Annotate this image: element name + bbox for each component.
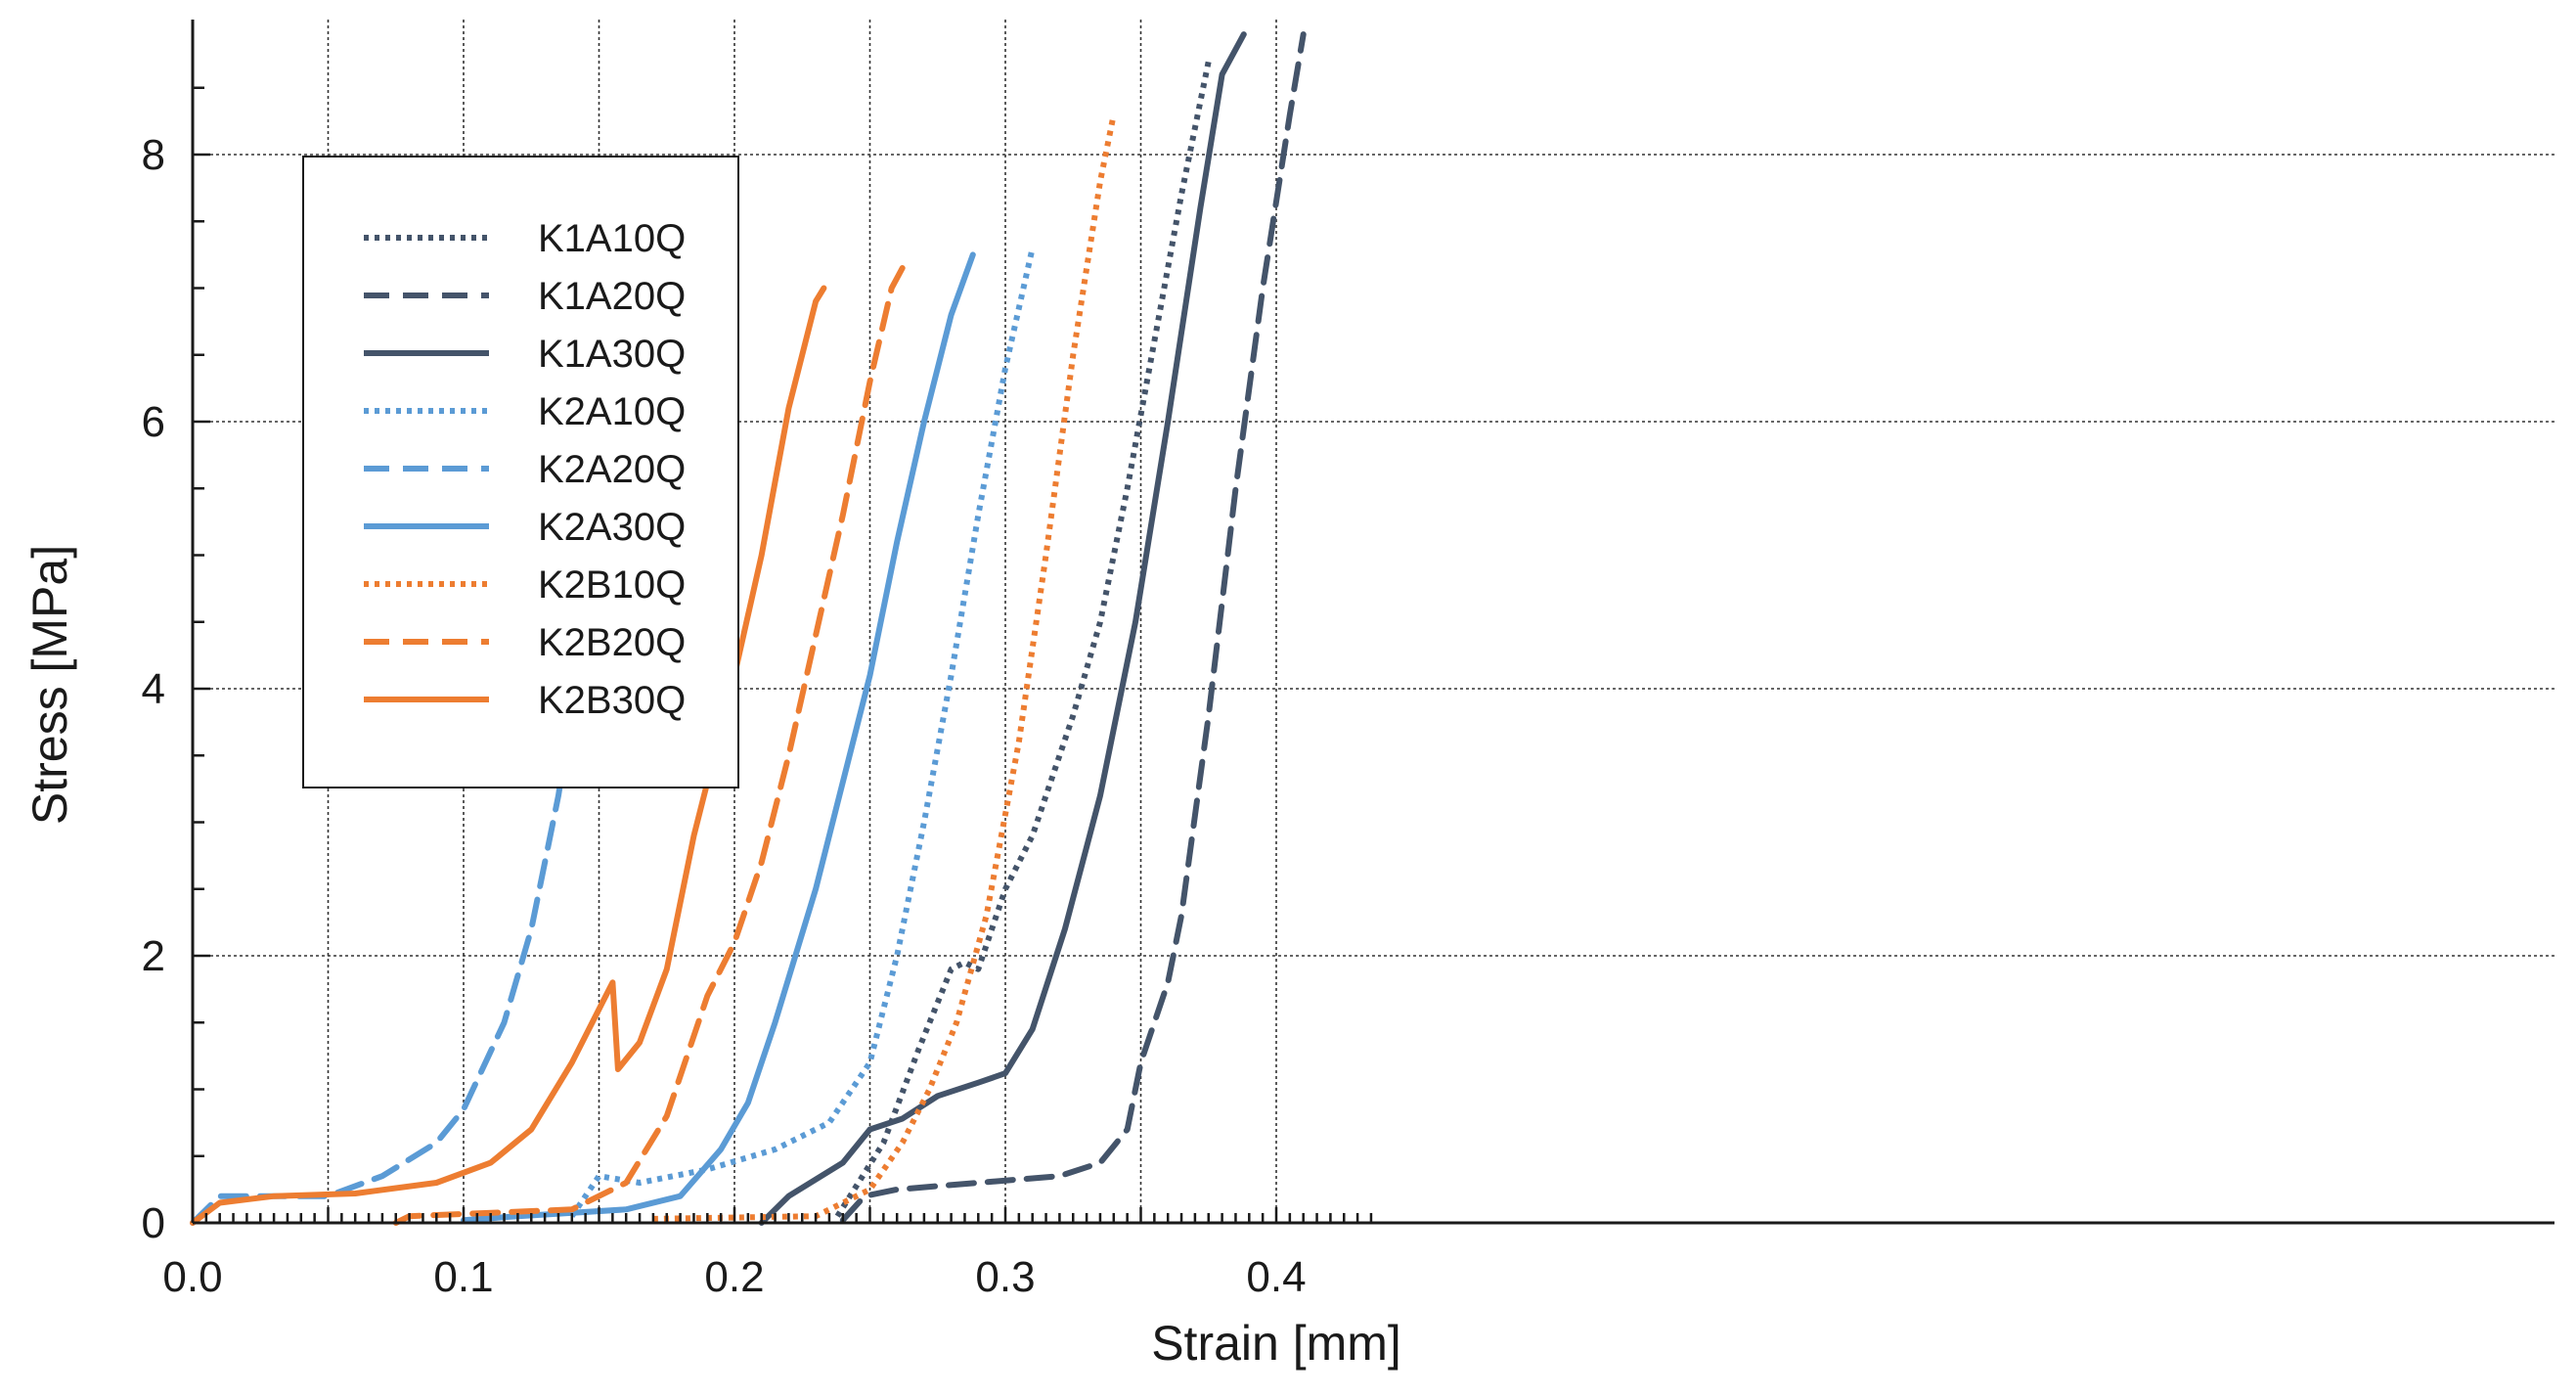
y-tick-label: 2 bbox=[142, 932, 165, 980]
legend: K1A10Q K1A20Q K1A30Q K2A10Q K2A20Q K2A30Q K2B1… bbox=[302, 156, 739, 788]
legend-label-k1a20q: K1A20Q bbox=[538, 275, 686, 318]
series-lines bbox=[190, 31, 1307, 1226]
series-line-k2b10q bbox=[652, 113, 1117, 1222]
legend-label-k2b20q: K2B20Q bbox=[538, 621, 686, 664]
series-line-k2b20q bbox=[392, 265, 906, 1226]
series-line-k1a30q bbox=[758, 31, 1247, 1226]
legend-label-k2a30q: K2A30Q bbox=[538, 506, 686, 549]
y-tick-label: 4 bbox=[142, 665, 165, 713]
x-tick-label: 0.0 bbox=[162, 1253, 222, 1301]
y-tick-label: 0 bbox=[142, 1199, 165, 1247]
series-line-k2a10q bbox=[569, 247, 1036, 1218]
y-tick-label: 6 bbox=[142, 398, 165, 446]
series-line-k2a30q bbox=[461, 251, 976, 1224]
legend-label-k1a30q: K1A30Q bbox=[538, 333, 686, 376]
legend-label-k2b10q: K2B10Q bbox=[538, 563, 686, 607]
axes: 0 2 4 6 8 0.0 0.1 0.2 0.3 0.4 bbox=[142, 20, 2554, 1301]
legend-label-k2a10q: K2A10Q bbox=[538, 390, 686, 433]
legend-label-k2b30q: K2B30Q bbox=[538, 679, 686, 722]
x-tick-label: 0.1 bbox=[433, 1253, 493, 1301]
legend-label-k1a10q: K1A10Q bbox=[538, 217, 686, 260]
y-axis-title: Stress [MPa] bbox=[22, 545, 77, 825]
legend-box bbox=[302, 156, 739, 788]
series-line-k1a20q bbox=[839, 31, 1307, 1224]
y-tick-label: 8 bbox=[142, 131, 165, 179]
series-line-k2b30q bbox=[190, 285, 827, 1226]
x-axis-title: Strain [mm] bbox=[1151, 1316, 1401, 1371]
legend-label-k2a20q: K2A20Q bbox=[538, 448, 686, 491]
x-tick-label: 0.2 bbox=[704, 1253, 764, 1301]
x-tick-label: 0.4 bbox=[1246, 1253, 1306, 1301]
x-tick-label: 0.3 bbox=[975, 1253, 1035, 1301]
